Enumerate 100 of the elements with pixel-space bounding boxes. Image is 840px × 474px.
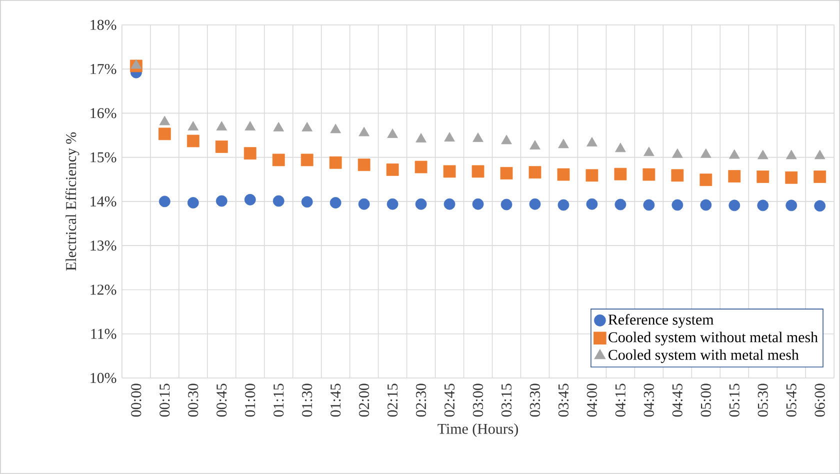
point xyxy=(330,197,342,209)
point xyxy=(358,158,370,172)
point xyxy=(244,147,256,160)
x-axis-title: Time (Hours) xyxy=(438,423,518,437)
point xyxy=(529,198,541,210)
x-tick-label: 02:45 xyxy=(444,384,455,417)
point xyxy=(814,150,826,160)
point xyxy=(386,198,398,210)
point xyxy=(644,146,654,156)
point xyxy=(671,169,684,182)
y-tick-label: 17% xyxy=(90,64,116,74)
point xyxy=(558,199,570,211)
point xyxy=(358,198,370,210)
x-tick-label: 02:00 xyxy=(358,384,370,417)
point xyxy=(158,128,171,140)
point xyxy=(216,121,228,131)
y-tick-label: 18% xyxy=(90,20,116,30)
point xyxy=(130,59,142,69)
point xyxy=(757,150,768,160)
x-tick-label: 00:00 xyxy=(131,384,142,417)
x-tick-label: 05:00 xyxy=(700,384,711,417)
x-tick-label: 00:15 xyxy=(160,384,170,417)
point xyxy=(300,154,314,166)
point xyxy=(528,166,542,179)
point xyxy=(329,156,342,169)
point xyxy=(558,138,569,148)
point xyxy=(472,165,484,178)
x-tick-label: 02:15 xyxy=(387,384,398,417)
point xyxy=(757,200,769,212)
point xyxy=(614,198,626,210)
point xyxy=(557,168,570,181)
x-tick-label: 04:30 xyxy=(644,384,654,417)
point xyxy=(814,200,826,212)
point xyxy=(244,194,256,206)
point xyxy=(756,170,770,183)
y-tick-label: 16% xyxy=(90,108,116,118)
point xyxy=(244,121,256,131)
point xyxy=(501,134,512,144)
point xyxy=(500,198,512,210)
point xyxy=(728,170,741,183)
legend-label: Cooled system with metal mesh xyxy=(608,349,799,364)
x-tick-label: 01:30 xyxy=(302,384,312,417)
point xyxy=(700,148,712,158)
y-tick-label: 12% xyxy=(90,284,116,295)
point xyxy=(387,128,398,138)
point xyxy=(416,133,426,142)
point xyxy=(700,199,712,211)
point xyxy=(586,169,598,182)
point xyxy=(187,197,199,209)
point xyxy=(614,168,627,180)
legend-label: Cooled system without metal mesh xyxy=(608,332,818,346)
y-tick-label: 13% xyxy=(90,240,116,251)
point xyxy=(786,150,797,160)
point xyxy=(358,126,370,136)
x-tick-label: 03:15 xyxy=(501,384,512,417)
point xyxy=(444,198,456,210)
point xyxy=(530,140,540,150)
x-tick-label: 06:00 xyxy=(814,384,825,417)
point xyxy=(330,124,341,134)
point xyxy=(642,168,656,181)
y-tick-label: 10% xyxy=(90,372,116,384)
point xyxy=(786,200,798,212)
x-tick-label: 04:00 xyxy=(586,384,598,417)
point xyxy=(500,167,513,180)
x-tick-label: 01:15 xyxy=(274,384,284,417)
x-tick-label: 05:30 xyxy=(758,384,768,417)
point xyxy=(301,196,313,208)
point xyxy=(188,121,199,131)
y-tick-label: 14% xyxy=(90,196,116,207)
point xyxy=(586,198,598,210)
point xyxy=(273,122,284,132)
x-tick-label: 00:30 xyxy=(188,384,198,417)
legend-label: Reference system xyxy=(608,314,714,328)
point xyxy=(785,171,798,184)
point xyxy=(728,149,740,159)
x-tick-label: 04:15 xyxy=(615,384,626,417)
point xyxy=(643,199,655,211)
x-tick-label: 01:45 xyxy=(330,384,341,417)
x-tick-label: 04:45 xyxy=(672,384,683,417)
point xyxy=(472,198,484,210)
point xyxy=(444,132,455,142)
point xyxy=(158,196,170,208)
point xyxy=(216,195,228,207)
point xyxy=(728,200,740,212)
point xyxy=(272,195,284,207)
x-tick-label: 03:00 xyxy=(472,384,484,417)
point xyxy=(386,164,399,176)
point xyxy=(586,137,598,146)
point xyxy=(215,140,228,153)
y-axis-title: Electrical Efficiency % xyxy=(65,132,80,271)
x-tick-label: 03:30 xyxy=(530,384,540,417)
point xyxy=(302,122,312,132)
point xyxy=(272,154,285,166)
point xyxy=(443,165,456,178)
point xyxy=(700,174,712,186)
point xyxy=(414,160,428,174)
point xyxy=(159,116,170,126)
point xyxy=(472,132,484,142)
point xyxy=(415,198,427,210)
y-tick-label: 11% xyxy=(91,328,116,339)
